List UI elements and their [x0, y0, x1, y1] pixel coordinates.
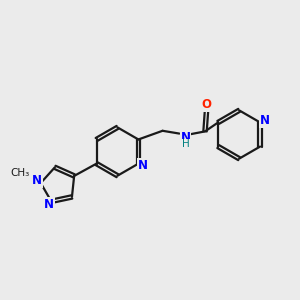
- Text: N: N: [44, 198, 54, 211]
- Text: H: H: [182, 140, 189, 149]
- Text: N: N: [138, 159, 148, 172]
- Text: CH₃: CH₃: [11, 168, 30, 178]
- Text: N: N: [32, 174, 42, 187]
- Text: N: N: [181, 131, 190, 144]
- Text: O: O: [202, 98, 212, 111]
- Text: N: N: [260, 114, 270, 128]
